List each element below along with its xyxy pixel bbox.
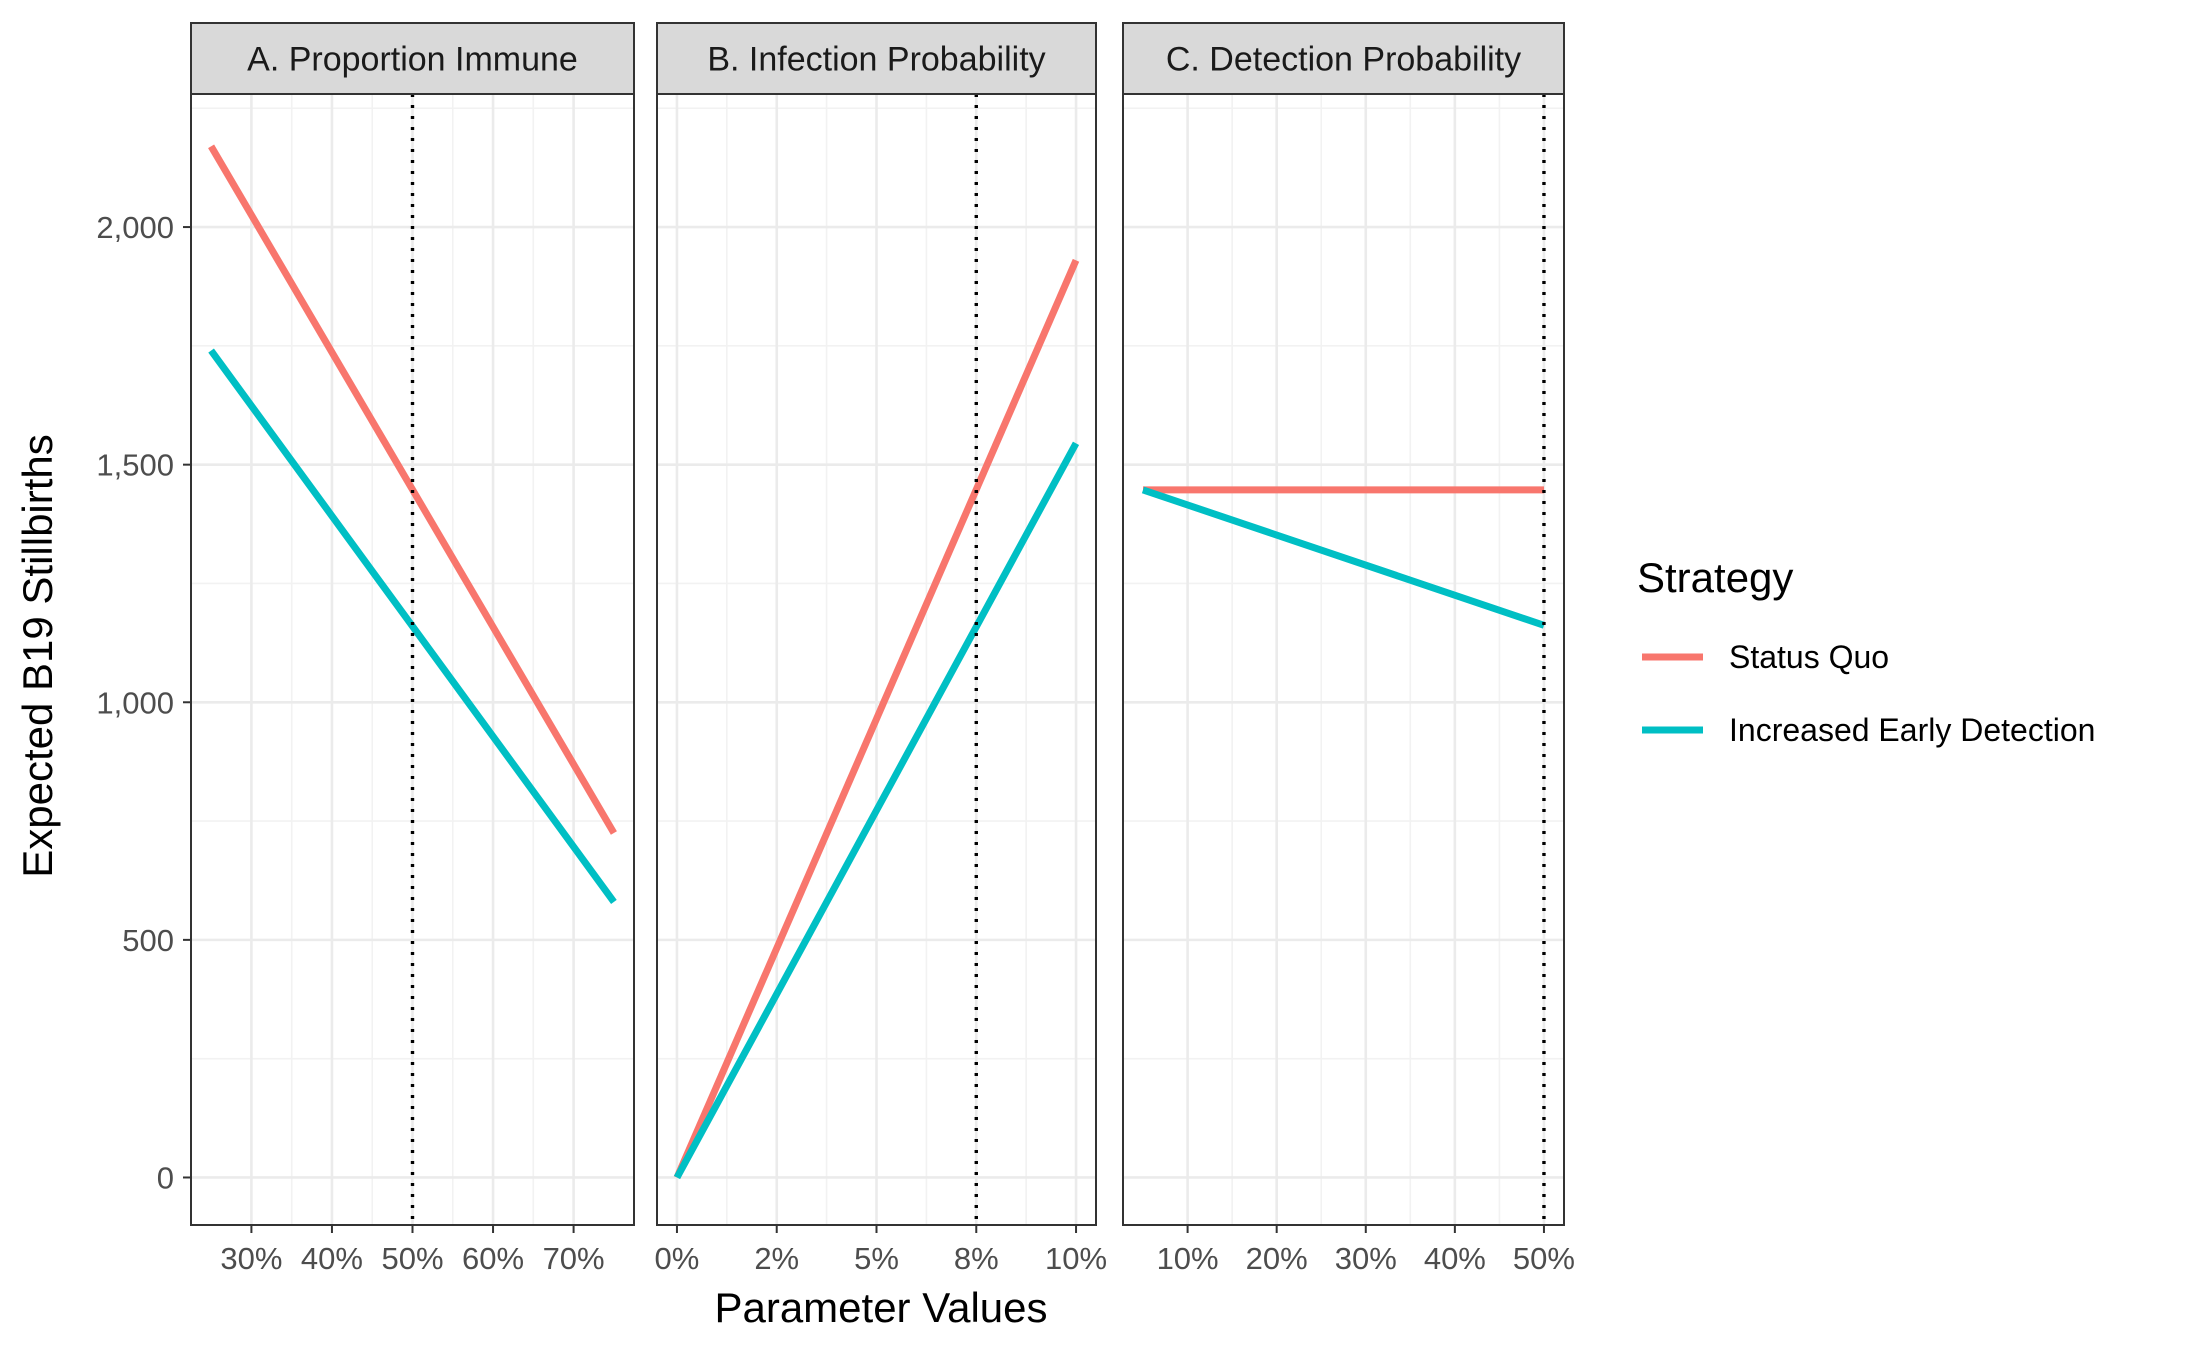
x-tick-label: 70% <box>543 1241 605 1276</box>
strip-background <box>1122 22 1565 95</box>
x-tick-label: 10% <box>1157 1241 1219 1276</box>
panels: A. Proportion Immune 30% 40% 50% 60% 70% B. In… <box>190 22 1575 1276</box>
panel-background <box>1123 94 1564 1225</box>
series-line-increased-early-detection <box>673 441 1080 1180</box>
x-tick-label: 2% <box>754 1241 799 1276</box>
x-tick-label: 20% <box>1246 1241 1308 1276</box>
x-axis-title: Parameter Values <box>714 1284 1047 1331</box>
x-tick-label: 40% <box>301 1241 363 1276</box>
y-axis: 0 500 1,000 1,500 2,000 <box>96 210 191 1195</box>
y-axis-title: Expected B19 Stillbirths <box>14 434 61 878</box>
series-line-increased-early-detection <box>1141 486 1546 629</box>
x-tick-label: 0% <box>655 1241 700 1276</box>
panel-2: B. Infection Probability 0% 2% 5% 8% 10% <box>655 22 1107 1276</box>
x-tick-label: 8% <box>954 1241 999 1276</box>
legend-entries: Status Quo Increased Early Detection <box>1642 639 2095 748</box>
series-line-increased-early-detection <box>208 348 617 904</box>
x-tick-label: 40% <box>1424 1241 1486 1276</box>
panel-title: B. Infection Probability <box>707 41 1045 79</box>
y-tick-label: 0 <box>157 1160 174 1195</box>
x-tick-label: 5% <box>854 1241 899 1276</box>
x-tick-label: 10% <box>1045 1241 1107 1276</box>
strip-background <box>656 22 1097 95</box>
legend-entry: Status Quo <box>1642 639 1889 675</box>
series-line-status-quo <box>208 144 617 835</box>
panel-title: A. Proportion Immune <box>247 41 578 79</box>
legend-entry: Increased Early Detection <box>1642 712 2095 748</box>
y-tick-label: 1,000 <box>96 685 174 720</box>
panel-3: C. Detection Probability 10% 20% 30% 40% 50% <box>1122 22 1575 1276</box>
y-tick-label: 500 <box>122 923 174 958</box>
x-tick-label: 30% <box>1335 1241 1397 1276</box>
panel-1: A. Proportion Immune 30% 40% 50% 60% 70% <box>190 22 635 1276</box>
legend-label: Increased Early Detection <box>1729 712 2095 748</box>
legend-title: Strategy <box>1637 554 1793 601</box>
legend-label: Status Quo <box>1729 639 1889 675</box>
x-tick-label: 50% <box>381 1241 443 1276</box>
legend: Strategy Status Quo Increased Early Detec… <box>1637 554 2095 748</box>
series-line-status-quo <box>673 258 1080 1179</box>
panel-title: C. Detection Probability <box>1166 41 1521 79</box>
y-tick-label: 2,000 <box>96 210 174 245</box>
x-tick-label: 50% <box>1513 1241 1575 1276</box>
x-tick-label: 30% <box>220 1241 282 1276</box>
strip-background <box>190 22 635 95</box>
x-tick-label: 60% <box>462 1241 524 1276</box>
y-tick-label: 1,500 <box>96 448 174 483</box>
